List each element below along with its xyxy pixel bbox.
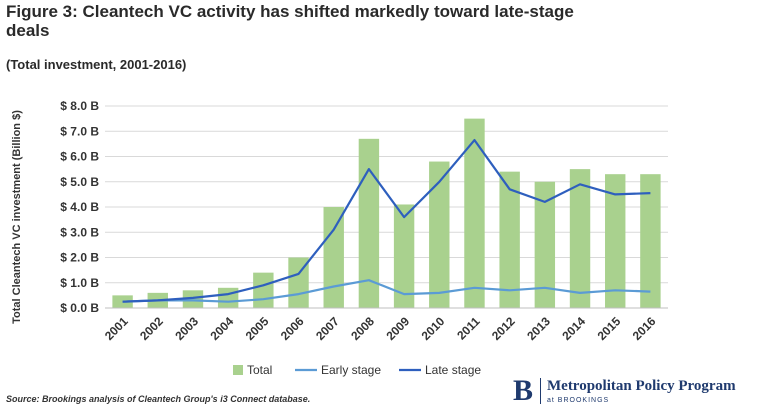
series-line-early-stage bbox=[122, 279, 651, 303]
legend-label-early-stage: Early stage bbox=[321, 363, 381, 377]
y-tick-label: $ 2.0 B bbox=[60, 251, 99, 265]
y-axis-label: Total Cleantech VC investment (Billion $… bbox=[11, 110, 23, 324]
x-tick-label: 2005 bbox=[243, 314, 272, 343]
y-tick-label: $ 7.0 B bbox=[60, 124, 99, 138]
x-tick-label: 2009 bbox=[383, 314, 412, 343]
x-tick-label: 2014 bbox=[559, 314, 588, 343]
bar-total bbox=[358, 138, 380, 308]
x-tick-label: 2012 bbox=[489, 314, 518, 343]
series-line-late-stage bbox=[122, 139, 651, 303]
x-tick-label: 2015 bbox=[595, 314, 624, 343]
bar-total bbox=[182, 290, 204, 308]
y-tick-label: $ 0.0 B bbox=[60, 301, 99, 315]
x-tick-label: 2001 bbox=[102, 314, 131, 343]
y-tick-label: $ 8.0 B bbox=[60, 99, 99, 113]
x-tick-label: 2008 bbox=[348, 314, 377, 343]
logo-name: Metropolitan Policy Program bbox=[547, 378, 736, 394]
y-tick-label: $ 4.0 B bbox=[60, 200, 99, 214]
x-tick-label: 2011 bbox=[454, 314, 483, 343]
chart-title: Figure 3: Cleantech VC activity has shif… bbox=[6, 2, 574, 40]
bar-total bbox=[253, 272, 274, 308]
x-tick-label: 2016 bbox=[630, 314, 659, 343]
legend-label-late-stage: Late stage bbox=[425, 363, 481, 377]
x-tick-label: 2004 bbox=[207, 314, 236, 343]
brookings-logo: B Metropolitan Policy Program at BROOKIN… bbox=[513, 376, 763, 408]
x-tick-label: 2013 bbox=[524, 314, 553, 343]
chart-subtitle: (Total investment, 2001-2016) bbox=[6, 57, 187, 72]
x-tick-label: 2010 bbox=[419, 314, 448, 343]
bar-total bbox=[323, 207, 344, 308]
bar-total bbox=[569, 169, 591, 308]
legend-swatch-total bbox=[233, 365, 243, 375]
x-tick-label: 2003 bbox=[172, 314, 201, 343]
logo-mark: B bbox=[513, 374, 534, 407]
y-tick-label: $ 5.0 B bbox=[60, 175, 99, 189]
bar-total bbox=[640, 174, 661, 308]
bar-total bbox=[464, 118, 485, 308]
bar-total bbox=[112, 295, 133, 308]
x-tick-label: 2002 bbox=[137, 314, 166, 343]
bar-total bbox=[217, 287, 239, 308]
x-tick-label: 2006 bbox=[278, 314, 307, 343]
source-note: Source: Brookings analysis of Cleantech … bbox=[6, 394, 311, 404]
logo-divider bbox=[540, 378, 541, 404]
bar-total bbox=[499, 171, 520, 308]
legend-label-total: Total bbox=[247, 363, 272, 377]
logo-sub: at BROOKINGS bbox=[547, 397, 610, 404]
bar-total bbox=[429, 161, 450, 308]
y-tick-label: $ 6.0 B bbox=[60, 150, 99, 164]
y-tick-label: $ 3.0 B bbox=[60, 225, 99, 239]
bar-total bbox=[393, 204, 415, 308]
x-tick-label: 2007 bbox=[313, 314, 342, 343]
y-tick-label: $ 1.0 B bbox=[60, 276, 99, 290]
bar-total bbox=[534, 181, 556, 308]
bar-total bbox=[605, 174, 626, 308]
